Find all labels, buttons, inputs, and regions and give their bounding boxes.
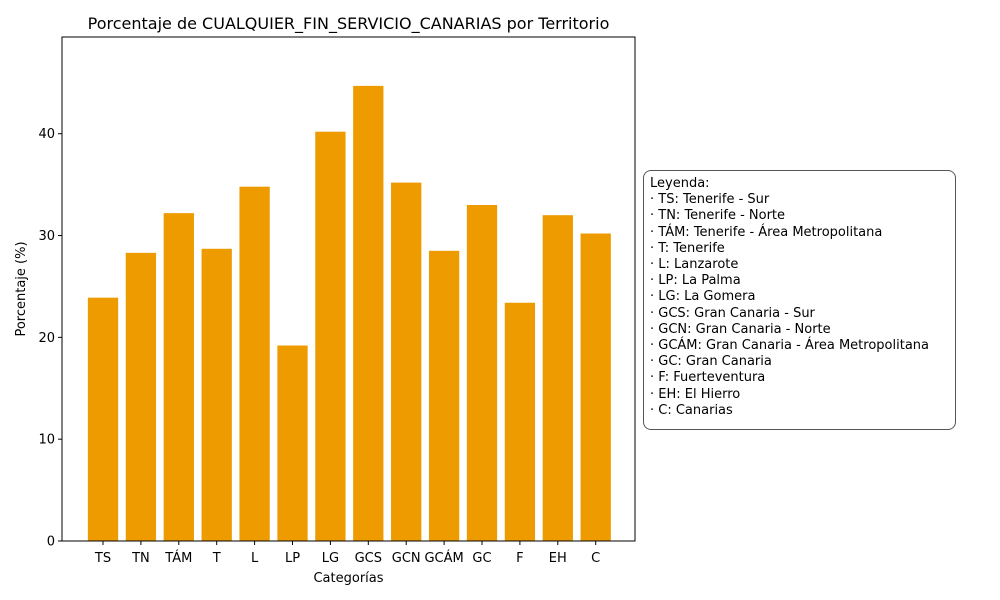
legend: Leyenda: · TS: Tenerife - Sur · TN: Tener… (643, 170, 956, 430)
legend-title: Leyenda: (650, 176, 710, 191)
legend-entry: · EH: El Hierro (650, 386, 741, 402)
x-tick-label: LP (285, 551, 300, 566)
x-tick-label: TS (94, 551, 111, 566)
bar (580, 233, 611, 541)
x-tick-label: LG (322, 551, 339, 566)
x-tick-label: L (251, 551, 259, 566)
y-axis-label: Porcentaje (%) (14, 241, 29, 336)
bars (87, 85, 611, 542)
y-axis-ticks: 0 10 20 30 40 (38, 127, 62, 550)
x-tick-label: GC (472, 551, 491, 566)
x-tick-label: TÁM (164, 550, 192, 566)
legend-entry: · GC: Gran Canaria (650, 354, 772, 370)
legend-entry: · GCN: Gran Canaria - Norte (650, 321, 831, 337)
x-tick-label: GCN (392, 551, 421, 566)
x-tick-label: F (516, 551, 523, 566)
y-tick-label: 30 (38, 229, 55, 244)
legend-entry: · F: Fuerteventura (650, 370, 766, 386)
bar (391, 182, 422, 541)
y-tick-label: 40 (38, 127, 55, 142)
legend-entry: · TS: Tenerife - Sur (650, 192, 770, 208)
legend-entry: · T: Tenerife (650, 240, 725, 256)
bar (163, 213, 194, 542)
legend-entry: · GCS: Gran Canaria - Sur (650, 305, 815, 321)
bar (428, 250, 460, 541)
x-tick-label: GCÁM (424, 550, 463, 566)
bar (466, 205, 498, 541)
x-axis-label: Categorías (313, 571, 383, 586)
legend-entry: · LG: La Gomera (650, 289, 756, 305)
chart-title: Porcentaje de CUALQUIER_FIN_SERVICIO_CAN… (88, 14, 610, 34)
bar (542, 215, 573, 541)
x-tick-label: C (591, 551, 600, 566)
bar (277, 345, 308, 541)
legend-entry: · GCÁM: Gran Canaria - Área Metropolitan… (650, 338, 929, 354)
y-tick-label: 20 (38, 331, 55, 346)
x-tick-label: GCS (355, 551, 382, 566)
x-tick-label: EH (549, 551, 567, 566)
legend-entry: · C: Canarias (650, 402, 733, 418)
y-tick-label: 0 (47, 535, 55, 550)
legend-list: · TS: Tenerife - Sur · TN: Tenerife - Nor… (650, 192, 949, 419)
plot-frame (61, 36, 636, 542)
bar (315, 131, 346, 541)
legend-entry: · LP: La Palma (650, 273, 741, 289)
legend-entry: · L: Lanzarote (650, 257, 739, 273)
bar (87, 297, 119, 541)
bar (239, 186, 270, 541)
x-tick-label: T (212, 551, 221, 566)
x-tick-label: TN (131, 551, 150, 566)
y-tick-label: 10 (38, 433, 55, 448)
bar (201, 248, 232, 542)
bar (353, 85, 384, 541)
legend-entry: · TN: Tenerife - Norte (650, 208, 786, 224)
legend-entry: · TÁM: Tenerife - Área Metropolitana (650, 224, 883, 240)
x-axis-ticks: TS TN TÁM T L LP LG GCS GCN GCÁM GC F EH C (94, 541, 600, 566)
bar (125, 252, 157, 541)
bar (504, 302, 536, 541)
